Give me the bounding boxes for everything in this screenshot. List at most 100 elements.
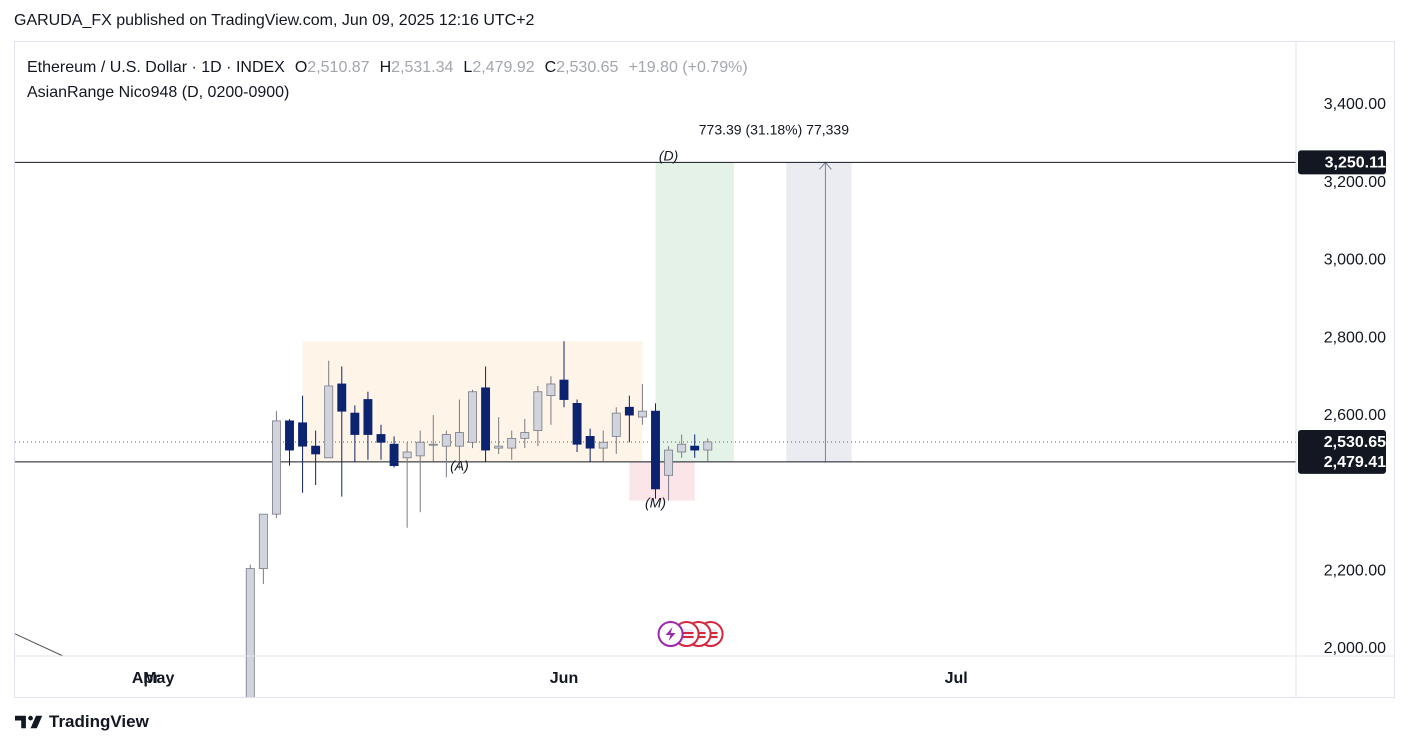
legend-low: 2,479.92 [472, 58, 535, 76]
x-tick-label: May [143, 670, 174, 687]
pattern-label: (A) [450, 458, 469, 474]
legend-open-label: O [294, 58, 308, 76]
candle-body [454, 432, 464, 447]
price-tag-bg [1298, 449, 1386, 474]
trendline-segment [15, 633, 64, 657]
candle [415, 430, 425, 513]
target-box [655, 162, 734, 462]
candle-body [507, 437, 517, 449]
candle [651, 403, 660, 499]
legend-high-label: H [379, 58, 392, 76]
price-tag-bg [1298, 150, 1386, 175]
candle-body [494, 445, 504, 449]
candle-body [690, 445, 700, 451]
candle [298, 395, 308, 493]
candle-body [350, 412, 360, 435]
candle-body [402, 451, 412, 459]
y-tick-label: 2,000.00 [1324, 640, 1386, 657]
candle-body [703, 441, 713, 451]
candle [533, 385, 543, 447]
candle [559, 341, 569, 408]
candle-body [298, 422, 308, 447]
pattern-label: (M) [645, 495, 666, 511]
y-tick-label: 2,200.00 [1324, 563, 1386, 580]
candle-body [598, 441, 608, 449]
tradingview-brand[interactable]: TradingView [15, 712, 149, 732]
candle-body [415, 441, 425, 457]
candle-body [533, 391, 543, 432]
candle-body [481, 387, 491, 451]
candle [468, 389, 477, 449]
candle-body [611, 412, 621, 437]
candle-body [389, 443, 399, 466]
price-tag-label: 2,530.65 [1324, 434, 1386, 451]
candle-body [324, 385, 334, 459]
candle [311, 430, 321, 486]
candle-body [624, 406, 634, 416]
legend-indicator-row[interactable]: AsianRange Nico948 (D, 0200-0900) [27, 80, 748, 105]
legend-change: +19.80 (+0.79%) [628, 58, 748, 76]
legend-symbol-row[interactable]: Ethereum / U.S. Dollar · 1D · INDEX O 2,5… [27, 55, 748, 80]
candle [376, 424, 386, 460]
legend-symbol[interactable]: Ethereum / U.S. Dollar · 1D · INDEX [27, 58, 285, 76]
candle [271, 411, 281, 519]
candle-body [245, 568, 255, 697]
candle [637, 383, 647, 425]
x-tick-label: Jun [550, 670, 578, 687]
candle-body [376, 434, 386, 443]
candle-body [520, 432, 530, 439]
candle-body [271, 420, 281, 515]
candle-body [572, 403, 582, 445]
legend-close-label: C [544, 58, 557, 76]
candle-body [585, 436, 595, 449]
candle-body [258, 513, 268, 569]
candle [245, 564, 255, 697]
candle [258, 513, 268, 585]
candle [494, 417, 504, 454]
candle [428, 415, 438, 462]
candle [454, 399, 464, 470]
y-tick-label: 3,000.00 [1324, 252, 1386, 269]
candle [350, 405, 360, 462]
candle-body [664, 449, 674, 476]
brand-name: TradingView [49, 712, 149, 731]
measure-text: 773.39 (31.18%) 77,339 [699, 121, 849, 137]
legend-open: 2,510.87 [307, 58, 370, 76]
y-tick-label: 3,400.00 [1324, 96, 1386, 113]
y-tick-label: 3,200.00 [1324, 174, 1386, 191]
stop-box [629, 461, 695, 501]
lightning-event-icon [665, 627, 676, 641]
candle [677, 434, 687, 458]
candle [441, 430, 451, 478]
price-chart[interactable]: (A) (M) (D) 773.39 (31.18%) 77,339 3,400.00 3… [15, 42, 1395, 698]
measure-box [786, 162, 852, 462]
candle [337, 366, 347, 497]
pattern-label: (D) [659, 147, 678, 163]
candle [285, 418, 294, 466]
price-tag-label: 2,479.41 [1324, 454, 1386, 471]
candle-body [441, 434, 451, 447]
candle-body [468, 391, 477, 443]
legend-high: 2,531.34 [391, 58, 454, 76]
candle-body [311, 445, 321, 455]
publish-header: GARUDA_FX published on TradingView.com, … [14, 12, 535, 29]
candle-body [546, 383, 556, 397]
legend-close: 2,530.65 [556, 58, 619, 76]
candle [402, 442, 412, 528]
candle-body [637, 410, 647, 418]
legend-indicator[interactable]: AsianRange Nico948 (D, 0200-0900) [27, 83, 290, 101]
events-icons [657, 621, 724, 647]
candle-body [363, 399, 373, 435]
candle [664, 446, 674, 501]
price-tag: 2,479.41 [1298, 449, 1386, 474]
chart-frame[interactable]: (A) (M) (D) 773.39 (31.18%) 77,339 3,400.00 3… [14, 41, 1395, 698]
candle-body [337, 383, 347, 412]
price-tag-label: 3,250.11 [1325, 154, 1387, 171]
candle [598, 430, 608, 462]
candle [585, 428, 595, 462]
candle [690, 434, 700, 458]
candle-body [428, 443, 438, 446]
candle [324, 360, 334, 459]
y-tick-label: 2,800.00 [1324, 329, 1386, 346]
candle-body [559, 379, 569, 400]
